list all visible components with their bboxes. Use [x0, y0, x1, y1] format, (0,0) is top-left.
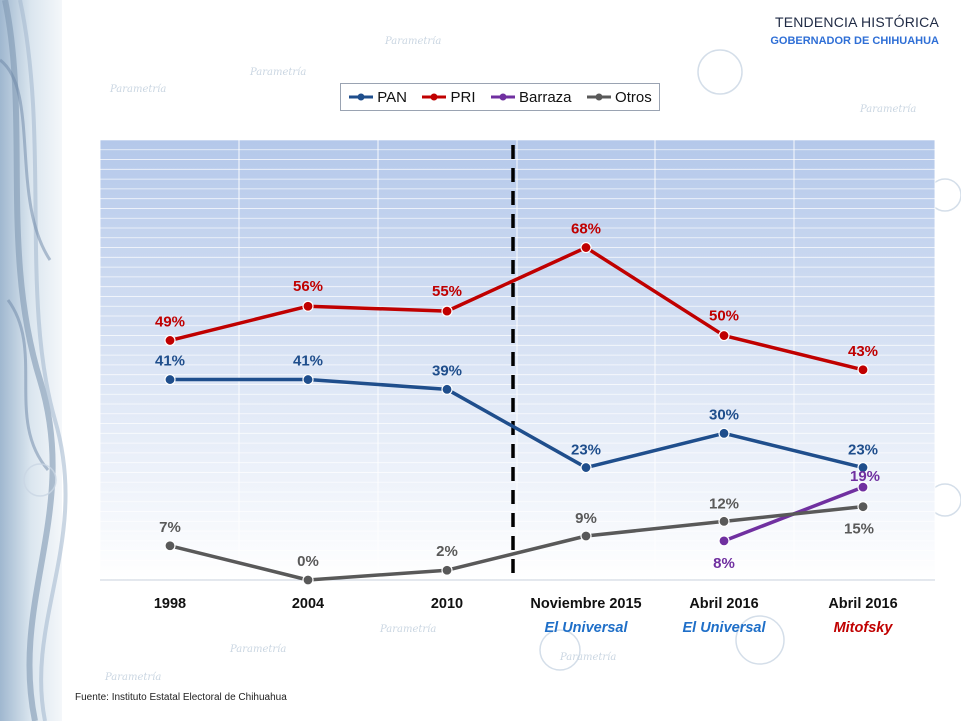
series-line — [169, 245, 864, 372]
legend-label-pri: PRI — [450, 88, 476, 106]
data-label: 49% — [155, 313, 185, 330]
data-label: 41% — [293, 353, 323, 370]
data-label: 23% — [848, 442, 878, 459]
data-label: 19% — [850, 468, 880, 485]
legend-item-barraza: Barraza — [490, 89, 572, 106]
series-line — [170, 377, 864, 470]
x-tick-label: Abril 2016 — [828, 596, 897, 612]
legend-item-pan: PAN — [348, 89, 407, 106]
data-point — [718, 329, 730, 342]
legend-otros-swatch — [587, 93, 612, 101]
data-label: 39% — [432, 362, 462, 379]
x-tick-label: Abril 2016 — [689, 596, 758, 612]
data-point — [441, 564, 453, 576]
x-tick-label: 2004 — [292, 596, 324, 612]
svg-text:Parametría: Parametría — [109, 84, 166, 95]
legend-pri-swatch — [422, 93, 447, 101]
x-tick-source-label: El Universal — [682, 620, 766, 636]
data-point — [857, 501, 869, 513]
data-point — [302, 300, 314, 312]
svg-text:Parametría: Parametría — [104, 672, 161, 683]
svg-text:Parametría: Parametría — [859, 104, 916, 115]
svg-text:Parametría: Parametría — [249, 67, 306, 78]
data-point — [857, 364, 869, 376]
x-tick-source-label: Mitofsky — [834, 620, 894, 636]
data-label: 50% — [709, 308, 739, 325]
data-label: 9% — [575, 510, 597, 527]
data-point — [302, 373, 314, 386]
data-point — [580, 461, 592, 474]
legend-label-otros: Otros — [615, 88, 652, 106]
data-label: 2% — [436, 543, 458, 560]
legend-label-barraza: Barraza — [519, 88, 572, 106]
data-label: 30% — [709, 406, 739, 423]
data-label: 12% — [709, 495, 739, 512]
legend-item-otros: Otros — [586, 89, 652, 106]
x-tick-source-label: El Universal — [544, 620, 628, 636]
data-label: 23% — [571, 442, 601, 459]
svg-text:Parametría: Parametría — [384, 36, 441, 47]
data-point — [580, 530, 592, 542]
data-label: 41% — [155, 353, 185, 370]
series-otros: 7% 0% 2% 9% 12% 15% — [159, 495, 874, 586]
series-pri: 49% 56% 55% 68% 50% 43% — [155, 221, 878, 376]
data-label: 43% — [848, 343, 878, 360]
data-label: 68% — [571, 221, 601, 238]
data-point — [718, 515, 730, 527]
data-point — [718, 427, 730, 439]
data-point — [441, 305, 453, 317]
data-label: 56% — [293, 278, 323, 295]
legend-label-pan: PAN — [377, 88, 407, 106]
legend-item-pri: PRI — [421, 88, 476, 106]
data-point — [857, 481, 869, 493]
source-note: Fuente: Instituto Estatal Electoral de C… — [75, 692, 287, 703]
series-pan: 41% 41% 39% 23% 30% 23% — [155, 353, 878, 474]
data-point — [580, 241, 592, 254]
data-label: 0% — [297, 553, 319, 570]
data-point — [718, 535, 730, 547]
data-label: 55% — [432, 283, 462, 300]
data-point — [164, 373, 176, 386]
data-point — [164, 540, 176, 552]
series-line — [169, 504, 864, 582]
gridlines — [99, 139, 936, 581]
chart-legend: PAN PRI Barraza Otros — [340, 83, 660, 111]
data-point — [164, 334, 176, 347]
svg-text:Parametría: Parametría — [229, 644, 286, 655]
data-point — [302, 574, 314, 586]
page-title: TENDENCIA HISTÓRICA — [774, 14, 939, 30]
data-label: 7% — [159, 519, 181, 536]
legend-pan-swatch — [349, 93, 374, 101]
data-label: 8% — [713, 555, 735, 572]
x-tick-label: 1998 — [154, 596, 186, 612]
x-tick-label: 2010 — [431, 596, 463, 612]
data-point — [441, 383, 453, 395]
legend-barraza-swatch — [491, 93, 515, 101]
svg-text:Parametría: Parametría — [559, 652, 616, 663]
svg-text:Parametría: Parametría — [379, 624, 436, 635]
x-tick-label: Noviembre 2015 — [530, 596, 641, 612]
page-subtitle: GOBERNADOR DE CHIHUAHUA — [770, 35, 939, 47]
data-label: 15% — [844, 521, 874, 538]
data-point — [857, 461, 869, 474]
